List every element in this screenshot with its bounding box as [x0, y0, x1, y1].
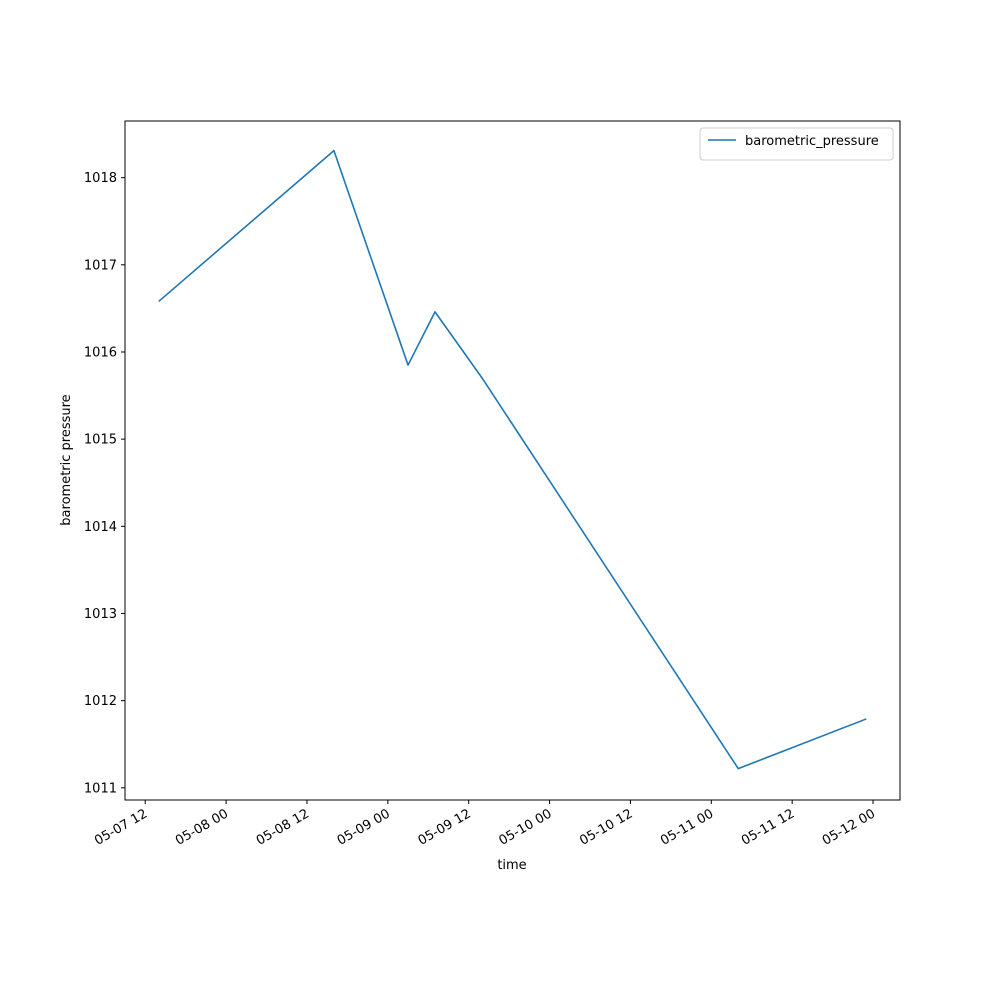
- x-tick-label: 05-09 12: [416, 806, 474, 848]
- y-axis-label: barometric pressure: [59, 394, 74, 525]
- legend-label: barometric_pressure: [745, 134, 879, 149]
- line: [158, 149, 867, 770]
- x-tick-label: 05-07 12: [92, 806, 150, 848]
- plot-frame: [124, 120, 901, 801]
- y-tick-label: 1016: [84, 345, 117, 360]
- x-tick-label: 05-10 12: [577, 806, 635, 848]
- legend-box: [699, 127, 894, 161]
- x-tick-label: 05-08 00: [173, 806, 231, 848]
- y-tick-label: 1015: [84, 433, 117, 448]
- y-tick-label: 1011: [84, 781, 117, 796]
- y-tick-label: 1017: [84, 258, 117, 273]
- x-tick-label: 05-10 00: [496, 806, 554, 848]
- y-tick-label: 1014: [84, 520, 117, 535]
- x-tick-label: 05-09 00: [335, 806, 393, 848]
- x-tick-label: 05-08 12: [254, 806, 312, 848]
- legend: barometric_pressure: [699, 127, 894, 161]
- y-tick-label: 1013: [84, 607, 117, 622]
- x-tick-label: 05-12 00: [820, 806, 878, 848]
- x-tick-label: 05-11 12: [739, 806, 797, 848]
- x-axis-label: time: [497, 858, 526, 873]
- y-tick-label: 1018: [84, 171, 117, 186]
- x-tick-label: 05-11 00: [658, 806, 716, 848]
- y-tick-label: 1012: [84, 694, 117, 709]
